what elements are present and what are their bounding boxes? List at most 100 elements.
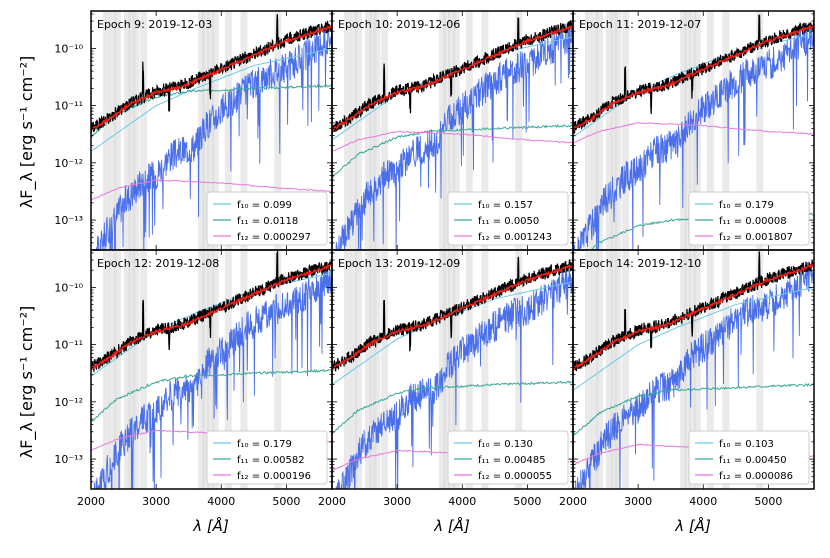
- x-tick-label: 3000: [142, 495, 170, 508]
- masked-band: [343, 250, 351, 489]
- xlabel-col-2: λ [Å]: [433, 516, 470, 535]
- masked-band: [591, 250, 599, 489]
- masked-band: [364, 11, 372, 250]
- stellar-spectrum: [93, 264, 332, 489]
- legend-box: [447, 191, 569, 246]
- panel-2: Epoch 10: 2019-12-06 f₁₀ = 0.157 f₁₁ = 0.0…: [331, 10, 574, 251]
- masked-band: [128, 11, 136, 250]
- plot-area: [332, 250, 573, 489]
- masked-band: [224, 11, 232, 250]
- legend-label: f₁₁ = 0.00485: [478, 455, 546, 466]
- masked-band: [140, 250, 148, 489]
- legend: f₁₀ = 0.103 f₁₁ = 0.00450 f₁₂ = 0.000086: [688, 430, 810, 485]
- masked-band: [274, 11, 282, 250]
- x-tick-label: 4000: [207, 495, 235, 508]
- masked-band: [381, 250, 389, 489]
- legend-box: [206, 191, 328, 246]
- model-spectrum: [573, 24, 814, 131]
- masked-band: [381, 11, 389, 250]
- legend-label: f₁₂ = 0.001807: [719, 232, 793, 243]
- legend-label: f₁₀ = 0.179: [237, 439, 292, 450]
- plot-area: [91, 250, 332, 489]
- component-f10: [573, 33, 814, 138]
- masked-band: [123, 11, 131, 250]
- masked-band: [706, 11, 714, 250]
- panel-title: Epoch 14: 2019-12-10: [579, 257, 701, 270]
- legend: f₁₀ = 0.179 f₁₁ = 0.00582 f₁₂ = 0.000196: [206, 430, 328, 485]
- masked-band: [689, 250, 697, 489]
- panel-title: Epoch 10: 2019-12-06: [338, 18, 460, 31]
- legend-label: f₁₂ = 0.000196: [237, 471, 311, 482]
- y-tick-label: 10⁻¹³: [54, 453, 83, 466]
- masked-band: [373, 11, 381, 250]
- masked-band: [355, 11, 363, 250]
- masked-band: [114, 250, 122, 489]
- legend-label: f₁₂ = 0.000297: [237, 232, 311, 243]
- model-spectrum: [91, 24, 332, 131]
- legend-label: f₁₂ = 0.001243: [478, 232, 552, 243]
- masked-band: [102, 11, 110, 250]
- y-tick-label: 10⁻¹²: [54, 396, 83, 409]
- x-tick-label: 5000: [754, 495, 782, 508]
- x-tick-label: 2000: [77, 495, 105, 508]
- masked-band: [198, 11, 206, 250]
- panel-3: Epoch 11: 2019-12-07 f₁₀ = 0.179 f₁₁ = 0.0…: [572, 10, 815, 251]
- masked-band: [240, 11, 248, 250]
- masked-band: [207, 250, 215, 489]
- masked-band: [364, 250, 372, 489]
- x-tick-label: 2000: [559, 495, 587, 508]
- masked-band: [614, 250, 622, 489]
- model-spectrum: [332, 264, 573, 372]
- legend-label: f₁₀ = 0.103: [719, 439, 774, 450]
- legend-label: f₁₁ = 0.0118: [237, 216, 298, 227]
- masked-band: [114, 11, 122, 250]
- ylabel-top: λF_λ [erg s⁻¹ cm⁻²]: [17, 56, 37, 209]
- masked-band: [622, 11, 630, 250]
- legend-box: [688, 430, 810, 485]
- masked-band: [605, 250, 613, 489]
- ylabel-bottom: λF_λ [erg s⁻¹ cm⁻²]: [17, 306, 37, 459]
- legend-label: f₁₁ = 0.00582: [237, 455, 305, 466]
- masked-band: [481, 11, 489, 250]
- panel-title: Epoch 13: 2019-12-09: [338, 257, 460, 270]
- legend: f₁₀ = 0.099 f₁₁ = 0.0118 f₁₂ = 0.000297: [206, 191, 328, 246]
- masked-band: [132, 250, 140, 489]
- legend-box: [688, 191, 810, 246]
- legend-label: f₁₀ = 0.157: [478, 200, 533, 211]
- panel-grid: 10⁻¹³ 10⁻¹² 10⁻¹¹ 10⁻¹⁰ Epoch 9: 2019-12-03 f…: [54, 10, 815, 508]
- masked-band: [515, 250, 523, 489]
- masked-band: [584, 250, 592, 489]
- observed-spectrum: [332, 256, 573, 372]
- legend: f₁₀ = 0.179 f₁₁ = 0.00008 f₁₂ = 0.001807: [688, 191, 810, 246]
- masked-band: [614, 11, 622, 250]
- masked-band: [693, 250, 701, 489]
- masked-band: [481, 250, 489, 489]
- masked-band: [596, 250, 604, 489]
- model-spectrum: [332, 24, 573, 132]
- panel-title: Epoch 11: 2019-12-07: [579, 18, 701, 31]
- masked-band: [132, 11, 140, 250]
- y-tick-label: 10⁻¹³: [54, 214, 83, 227]
- masked-band: [343, 11, 351, 250]
- xlabel-col-1: λ [Å]: [192, 516, 229, 535]
- plot-area: [573, 11, 814, 250]
- component-f11: [332, 380, 573, 434]
- x-tick-label: 3000: [624, 495, 652, 508]
- y-tick-label: 10⁻¹¹: [54, 100, 83, 113]
- masked-band: [439, 250, 447, 489]
- masked-band: [756, 250, 764, 489]
- masked-band: [465, 11, 473, 250]
- model-spectrum: [573, 263, 814, 371]
- masked-band: [373, 250, 381, 489]
- panel-4: 10⁻¹³ 10⁻¹² 10⁻¹¹ 10⁻¹⁰ 2000 3000 4000 5000 Epoc…: [54, 249, 333, 508]
- masked-band: [605, 11, 613, 250]
- masked-band: [369, 250, 377, 489]
- stellar-spectrum: [573, 19, 814, 250]
- component-f11: [573, 382, 814, 437]
- masked-band: [109, 11, 117, 250]
- masked-band: [201, 11, 209, 250]
- y-tick-label: 10⁻¹⁰: [54, 42, 83, 55]
- masked-band: [211, 11, 219, 250]
- masked-band: [722, 11, 730, 250]
- masked-band: [515, 11, 523, 250]
